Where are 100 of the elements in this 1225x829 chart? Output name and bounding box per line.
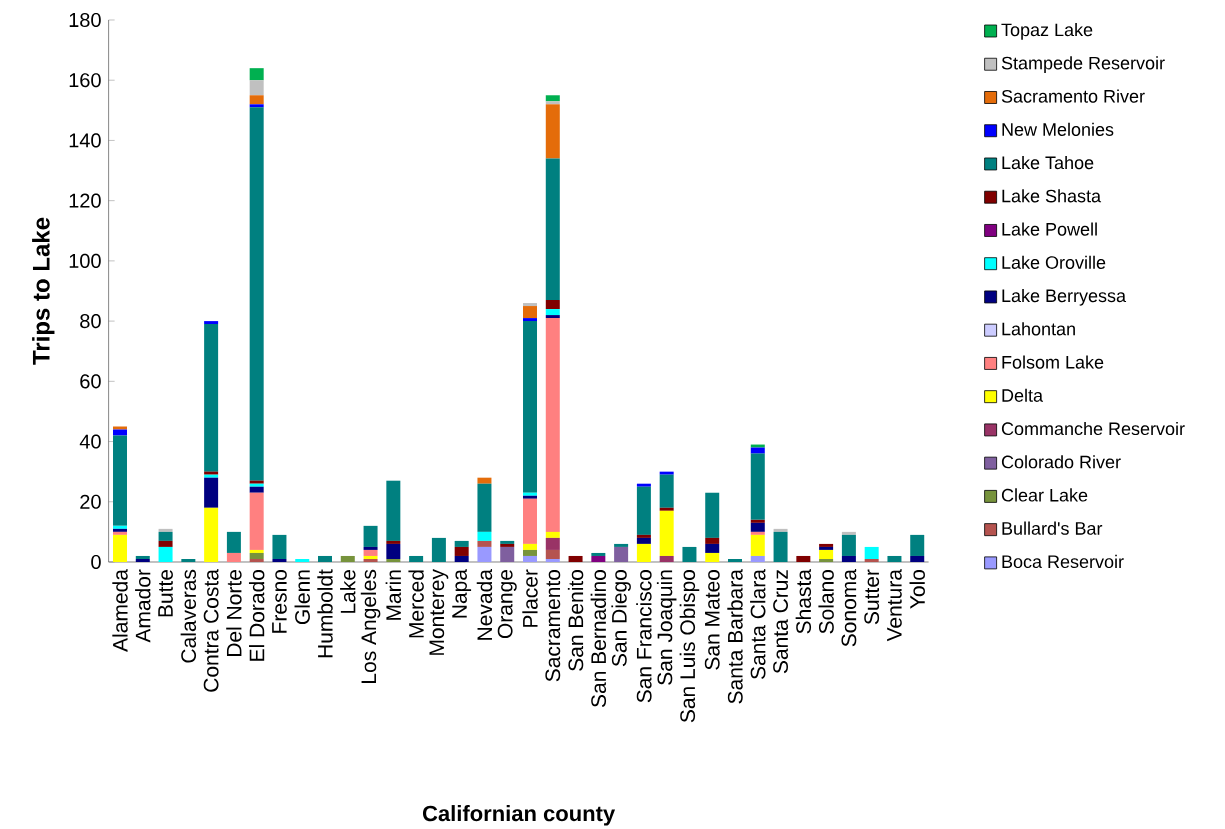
x-tick-label: Ventura	[887, 569, 902, 642]
bar	[750, 531, 765, 535]
x-tick-label: Sutter	[864, 569, 880, 625]
bar	[477, 531, 492, 541]
bar	[318, 555, 333, 562]
bar	[636, 543, 651, 562]
bar	[204, 507, 219, 562]
bar	[249, 492, 264, 550]
x-tick-label: San Diego	[611, 569, 631, 667]
bar	[113, 426, 128, 430]
x-tick-label: Orange	[497, 570, 517, 639]
bar	[158, 546, 173, 562]
x-tick-label: Yolo	[909, 569, 925, 609]
bar	[113, 435, 128, 526]
bar	[204, 477, 219, 508]
bar	[249, 107, 264, 481]
bar	[705, 537, 720, 544]
bar	[568, 555, 583, 562]
x-tick-label: Glenn	[294, 570, 310, 625]
bar	[523, 555, 538, 562]
y-tick-label: 60	[80, 374, 101, 389]
y-tick-label: 20	[80, 494, 101, 509]
x-tick-label: Solano	[818, 569, 834, 634]
y-tick-label: 100	[69, 253, 101, 268]
bar	[636, 534, 651, 538]
bar	[636, 537, 651, 544]
bar	[750, 555, 765, 562]
bar	[454, 540, 469, 547]
x-tick-label: Contra Costa	[203, 569, 219, 692]
y-tick-label: 0	[91, 554, 101, 570]
bar	[705, 492, 720, 538]
bar	[887, 555, 902, 562]
bar	[226, 531, 241, 553]
bar	[545, 95, 560, 102]
bar	[204, 321, 219, 325]
bar	[181, 558, 196, 562]
legend-label: Lake Oroville	[1002, 255, 1106, 269]
bar	[477, 483, 492, 532]
bar	[386, 558, 401, 562]
bar	[249, 95, 264, 105]
bar	[249, 104, 264, 108]
y-tick-label: 40	[79, 434, 101, 449]
bar	[204, 324, 219, 472]
bar	[363, 546, 378, 550]
bar	[409, 555, 424, 562]
bar	[249, 552, 264, 559]
bar	[545, 558, 560, 562]
legend-label: Topaz Lake	[1001, 22, 1093, 40]
y-tick-label: 80	[80, 314, 101, 329]
x-tick-label: Los Angeles	[360, 569, 381, 683]
bar	[841, 531, 856, 535]
bar	[431, 537, 446, 562]
bar	[386, 543, 401, 559]
bar	[659, 474, 674, 508]
bar	[158, 531, 173, 541]
bar	[910, 555, 925, 562]
bar	[386, 480, 401, 541]
bar	[363, 555, 378, 559]
bar	[659, 555, 674, 562]
legend-label: Stampede Reservoir	[1001, 56, 1165, 73]
bar	[477, 540, 492, 547]
bar	[545, 158, 560, 301]
x-tick-label: Alameda	[112, 569, 128, 652]
bar	[614, 543, 629, 547]
bar	[819, 549, 834, 559]
legend-label: Lake Powell	[1002, 222, 1097, 236]
x-tick-label: Sonoma	[841, 569, 857, 647]
legend-label: New Melonies	[1002, 122, 1114, 136]
bar	[864, 546, 879, 559]
bar	[477, 546, 492, 562]
bar	[910, 534, 925, 556]
legend-label: Clear Lake	[1001, 488, 1088, 502]
bar	[249, 80, 264, 96]
bar	[864, 558, 879, 562]
x-axis-title: Californian county	[422, 805, 616, 826]
x-tick-label: Placer	[522, 569, 538, 627]
bar	[523, 549, 538, 556]
x-tick-label: Calaveras	[180, 569, 197, 663]
bar	[340, 555, 355, 562]
bar	[363, 525, 378, 547]
bar	[819, 558, 834, 562]
legend-label: Delta	[1002, 388, 1044, 402]
bar	[158, 528, 173, 532]
bar	[363, 549, 378, 556]
bar	[682, 546, 697, 562]
bar	[773, 528, 788, 532]
bar	[545, 531, 560, 538]
bar	[545, 104, 560, 159]
bar	[545, 101, 560, 105]
bar	[750, 447, 765, 454]
bar	[523, 498, 538, 544]
bar	[636, 483, 651, 487]
bar	[750, 522, 765, 532]
bar	[272, 534, 287, 559]
bar	[614, 546, 629, 562]
bar	[728, 558, 743, 562]
bar	[705, 543, 720, 553]
bar	[841, 534, 856, 556]
x-tick-label: Merced	[408, 570, 424, 638]
bar	[523, 321, 538, 493]
